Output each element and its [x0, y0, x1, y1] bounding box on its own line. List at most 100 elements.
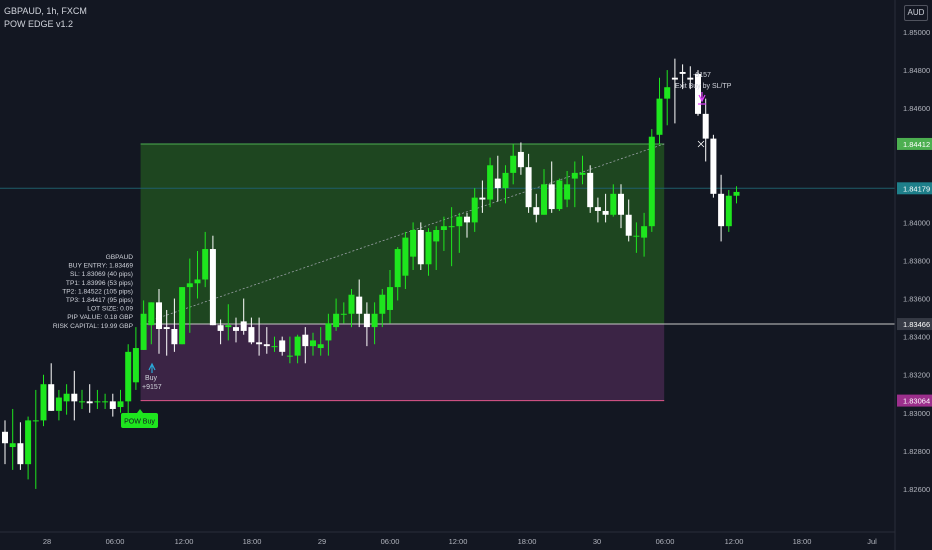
price-tick: 1.83000 — [903, 409, 930, 418]
candle-body — [340, 313, 347, 315]
candle-body — [102, 401, 109, 403]
candle-body — [356, 296, 363, 314]
candle-body — [186, 283, 193, 288]
time-tick: 06:00 — [656, 537, 675, 546]
candle-body — [209, 249, 216, 326]
candle-body — [240, 321, 247, 331]
candle-body — [225, 325, 232, 328]
sl-price-tag — [897, 394, 932, 407]
candle-body — [310, 340, 316, 347]
time-tick: 12:00 — [175, 537, 194, 546]
candle-body — [125, 351, 132, 402]
candle-body — [548, 184, 555, 210]
candle-body — [394, 249, 401, 288]
candle-body — [179, 287, 186, 345]
time-tick: 12:00 — [725, 537, 744, 546]
candle-body — [348, 294, 355, 314]
candle-body — [333, 313, 340, 328]
symbol-title: GBPAUD, 1h, FXCM — [4, 6, 87, 16]
candle-body — [63, 393, 70, 402]
candle-body — [171, 329, 178, 345]
candle-body — [541, 184, 547, 215]
time-tick: 18:00 — [793, 537, 812, 546]
entry-price-label: 1.83466 — [903, 320, 930, 329]
info-line: SL: 1.83069 (40 pips) — [70, 271, 133, 278]
candle-body — [571, 172, 578, 179]
price-tick: 1.84600 — [903, 104, 930, 113]
info-line: LOT SIZE: 0.09 — [87, 306, 133, 313]
info-line: GBPAUD — [106, 254, 134, 261]
candle-body — [664, 87, 671, 99]
candle-body — [656, 98, 663, 135]
candle-body — [440, 226, 447, 230]
candle-body — [286, 355, 293, 357]
loss-zone — [140, 324, 665, 401]
pow-buy-badge — [121, 413, 158, 428]
exit-label: Exit Buy by SL/TP — [675, 83, 732, 90]
price-tick: 1.83600 — [903, 295, 930, 304]
price-tick: 1.83800 — [903, 256, 930, 265]
candle-body — [48, 384, 55, 411]
price-tick: 1.83200 — [903, 371, 930, 380]
candle-body — [2, 431, 8, 444]
candle-body — [618, 193, 624, 215]
exit-arrow-icon — [698, 92, 706, 105]
candle-body — [695, 73, 701, 114]
pow-buy-pointer — [137, 409, 143, 413]
candle-body — [233, 327, 239, 331]
price-tick: 1.82600 — [903, 485, 930, 494]
buy-label: Buy — [145, 375, 158, 382]
candle-body — [517, 151, 524, 168]
candle-body — [302, 334, 309, 347]
time-tick: 18:00 — [243, 537, 262, 546]
time-tick: Jul — [867, 537, 877, 546]
price-tick: 1.84000 — [903, 218, 930, 227]
time-tick: 18:00 — [518, 537, 537, 546]
info-line: TP3: 1.84417 (95 pips) — [66, 297, 133, 304]
info-line: TP1: 1.83996 (53 pips) — [66, 280, 133, 287]
candle-body — [487, 165, 494, 200]
candle-body — [448, 226, 455, 228]
candle-body — [109, 401, 116, 409]
candle-body — [610, 193, 617, 215]
candle-body — [494, 178, 501, 189]
time-tick: 30 — [593, 537, 601, 546]
time-tick: 29 — [318, 537, 326, 546]
price-tick: 1.82800 — [903, 447, 930, 456]
sl-price-label: 1.83064 — [903, 397, 930, 406]
candle-body — [594, 207, 601, 211]
candle-body — [32, 420, 39, 422]
candle-body — [587, 172, 594, 208]
candle-body — [718, 193, 725, 227]
candle-body — [641, 226, 648, 238]
candle-body — [140, 313, 147, 350]
currency-button[interactable]: AUD — [904, 5, 928, 21]
candle-body — [317, 344, 324, 349]
candle-body — [602, 210, 609, 215]
candle-body — [117, 401, 124, 408]
candle-body — [279, 340, 286, 352]
candle-body — [79, 401, 85, 403]
candle-body — [325, 323, 332, 341]
candle-body — [425, 231, 432, 265]
candle-body — [163, 327, 170, 329]
candle-body — [9, 443, 16, 448]
candle-body — [671, 77, 678, 80]
time-tick: 06:00 — [381, 537, 400, 546]
tp-price-label: 1.84412 — [903, 140, 930, 149]
candle-body — [679, 71, 686, 74]
candle-body — [556, 180, 563, 210]
candle-body — [17, 443, 24, 465]
candle-body — [733, 191, 740, 196]
time-tick: 12:00 — [449, 537, 468, 546]
tp-price-tag — [897, 137, 932, 150]
last-price-label: 1.84179 — [903, 184, 930, 193]
candle-body — [410, 230, 417, 257]
candle-body — [702, 113, 709, 139]
info-line: BUY ENTRY: 1.83469 — [68, 263, 133, 270]
candle-body — [533, 207, 540, 215]
candle-body — [402, 237, 409, 276]
candle-body — [417, 230, 424, 265]
candle-body — [564, 184, 571, 200]
